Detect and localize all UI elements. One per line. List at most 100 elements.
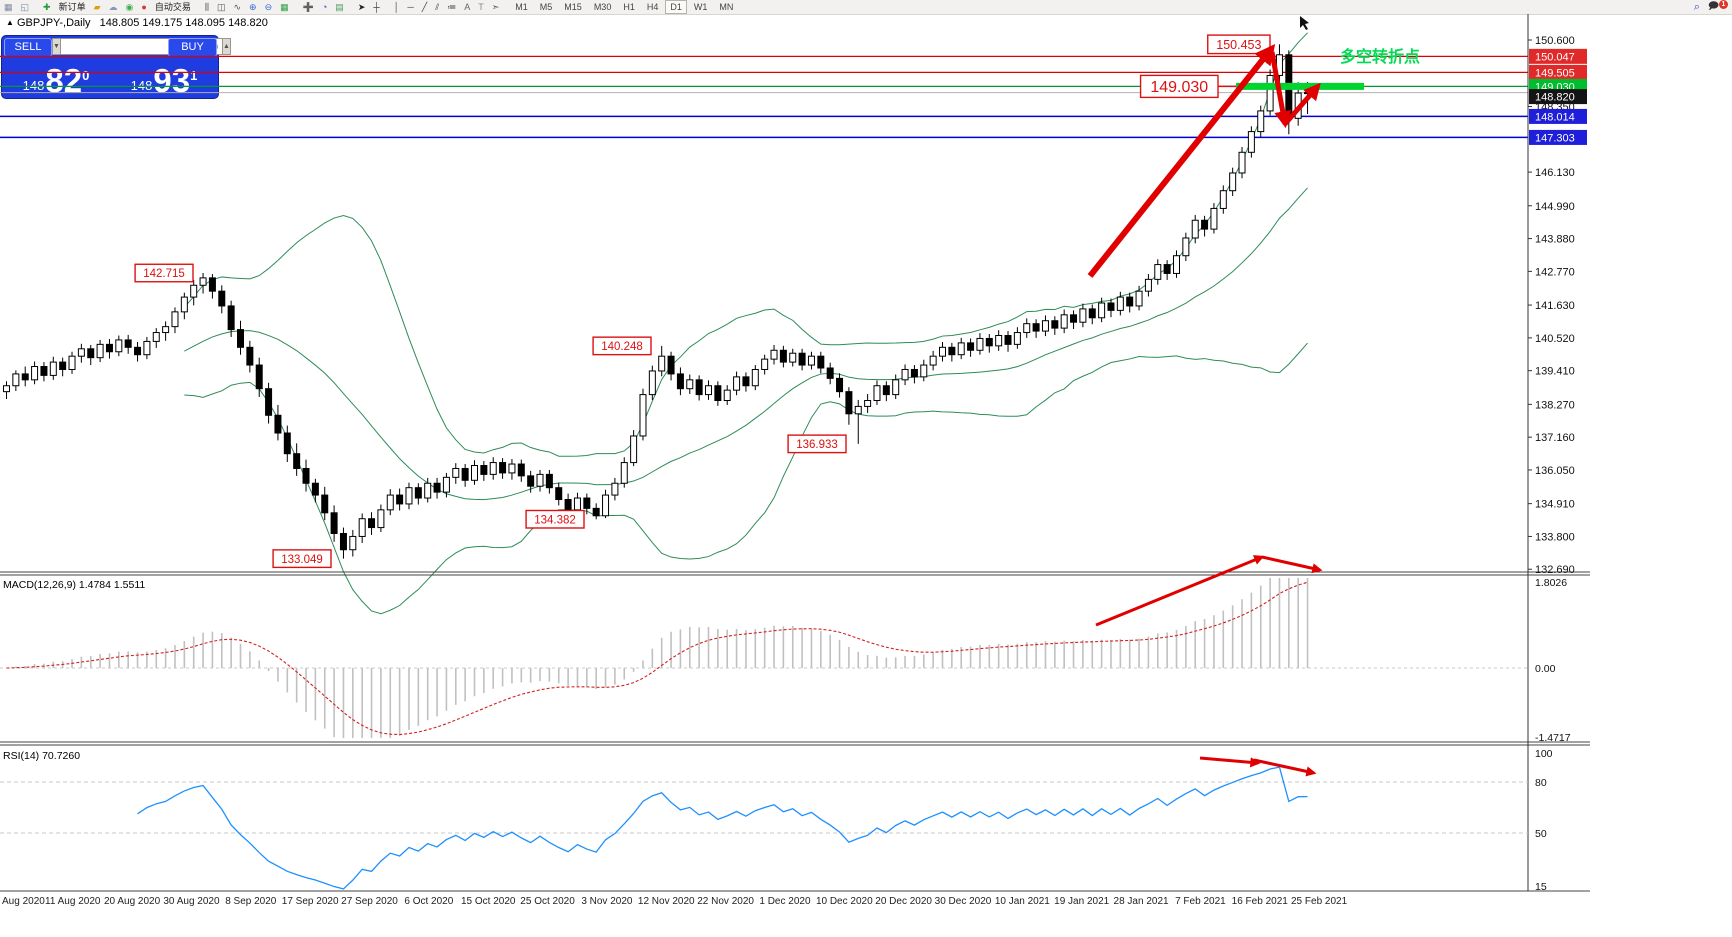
- candle-body: [1238, 151, 1246, 174]
- price-callout-box[interactable]: [134, 263, 194, 283]
- trend-arrow[interactable]: [1269, 51, 1292, 129]
- panel-separators[interactable]: [0, 571, 1590, 892]
- pivot-point-annotation[interactable]: 多空转折点: [1340, 47, 1420, 66]
- buy-price-display[interactable]: 148 93 1: [112, 56, 216, 98]
- date-label: 11 Aug 2020: [45, 896, 101, 907]
- price-callout-box[interactable]: [592, 336, 652, 356]
- autotrading-icon[interactable]: ●: [141, 2, 147, 12]
- date-label: 27 Sep 2020: [341, 896, 398, 907]
- candle-body: [686, 379, 694, 390]
- volume-decrease-button[interactable]: ▼: [52, 38, 61, 55]
- cursor-icon[interactable]: ➤: [357, 2, 366, 12]
- new-order-icon[interactable]: ✚: [43, 2, 51, 12]
- trend-arrow[interactable]: [1199, 756, 1261, 768]
- panel-collapse-arrow[interactable]: ▲: [6, 18, 14, 27]
- label-icon[interactable]: T: [478, 2, 484, 12]
- vline-icon[interactable]: │: [393, 2, 400, 12]
- sell-price-display[interactable]: 148 82 0: [4, 56, 108, 98]
- ohlc-values: 148.805 149.175 148.095 148.820: [99, 17, 268, 29]
- price-callout-box[interactable]: [787, 434, 847, 454]
- trend-arrow[interactable]: [1087, 44, 1276, 278]
- candle-body: [817, 355, 825, 369]
- zoom-in-icon[interactable]: ⊕: [249, 2, 257, 12]
- timeframe-h1[interactable]: H1: [623, 2, 635, 12]
- templates-icon[interactable]: ▤: [335, 2, 344, 12]
- chart-window-icon[interactable]: ▦: [4, 2, 13, 12]
- timeframe-d1[interactable]: D1: [665, 0, 687, 14]
- zoom-window-icon[interactable]: ◱: [20, 2, 30, 12]
- line-chart-icon[interactable]: ∿: [233, 2, 242, 12]
- search-icon[interactable]: ⌕: [1693, 1, 1700, 13]
- price-tick: 138.270: [1535, 399, 1575, 411]
- candle-body: [592, 507, 600, 517]
- drawn-annotations[interactable]: 150.453 149.030 142.715 140.248 136.933 134.3…: [134, 34, 1364, 777]
- price-badge-value: 150.047: [1535, 51, 1575, 63]
- candle-body: [976, 337, 984, 351]
- new-order-label[interactable]: 新订单: [58, 2, 86, 12]
- chat-icon[interactable]: 🗩: [1707, 1, 1719, 12]
- timeframe-m15[interactable]: M15: [564, 2, 582, 12]
- candle-body: [508, 463, 516, 474]
- indicators-icon[interactable]: ➕: [302, 2, 314, 12]
- price-callout-text: 140.248: [601, 341, 643, 353]
- candle-body: [377, 509, 385, 529]
- candle-body: [761, 358, 769, 370]
- candle-body: [1088, 308, 1096, 319]
- timeframe-m5[interactable]: M5: [539, 2, 553, 12]
- timeframe-m1[interactable]: M1: [515, 2, 528, 12]
- sell-price-sup: 0: [82, 68, 90, 83]
- channel-icon[interactable]: ⫽: [435, 2, 440, 12]
- trend-arrow[interactable]: [1095, 555, 1265, 627]
- fibonacci-icon[interactable]: ≔: [447, 2, 457, 12]
- candle-body: [21, 373, 29, 381]
- candle-body: [583, 497, 591, 509]
- trendline-icon[interactable]: ╱: [421, 2, 428, 12]
- candle-body: [59, 361, 67, 370]
- sell-button[interactable]: SELL: [4, 38, 52, 57]
- volume-increase-button[interactable]: ▲: [221, 38, 231, 55]
- candle-body: [1135, 290, 1143, 307]
- candle-body: [12, 373, 20, 387]
- trend-arrow[interactable]: [1283, 82, 1321, 126]
- buy-button[interactable]: BUY: [168, 38, 217, 57]
- candle-body: [293, 453, 301, 469]
- upload-icon[interactable]: ☁: [108, 2, 118, 12]
- candle-body: [920, 364, 928, 378]
- trend-arrow[interactable]: [1261, 555, 1323, 574]
- candle-body: [1070, 314, 1078, 323]
- trend-arrow[interactable]: [1253, 758, 1317, 777]
- timeframe-mn[interactable]: MN: [719, 2, 734, 12]
- hline-icon[interactable]: ─: [407, 2, 414, 12]
- price-callout-box[interactable]: [525, 509, 585, 529]
- autotrading-label[interactable]: 自动交易: [154, 2, 191, 12]
- gold-bars-icon[interactable]: ▰: [93, 2, 101, 12]
- timeframe-w1[interactable]: W1: [693, 2, 708, 12]
- bar-chart-icon[interactable]: ⫼: [204, 2, 209, 12]
- candle-body: [115, 339, 123, 353]
- period-clock-icon[interactable]: ◔: [321, 2, 328, 12]
- price-callout-box[interactable]: [1139, 74, 1219, 99]
- candle-body: [1023, 323, 1031, 334]
- candle-body: [499, 462, 507, 474]
- timeframe-m30[interactable]: M30: [593, 2, 612, 12]
- timeframe-h4[interactable]: H4: [646, 2, 659, 12]
- candle-body: [658, 355, 666, 372]
- candle-body: [180, 296, 188, 313]
- candle-body: [49, 361, 57, 376]
- crosshair-icon[interactable]: ┼: [373, 2, 380, 12]
- bb-lower: [184, 342, 1308, 615]
- macd-axis-tick: 0.00: [1535, 663, 1556, 675]
- candle-body: [630, 435, 638, 464]
- zoom-out-icon[interactable]: ⊖: [264, 2, 273, 12]
- candle-chart-icon[interactable]: ◫: [216, 2, 226, 12]
- signal-icon[interactable]: ◉: [125, 2, 134, 12]
- candle-body: [40, 366, 48, 376]
- date-label: 12 Nov 2020: [638, 896, 695, 907]
- candle-body: [471, 465, 478, 481]
- pivot-green-bar[interactable]: [1236, 82, 1364, 90]
- price-callout-box[interactable]: [272, 549, 332, 569]
- text-icon[interactable]: A: [464, 2, 471, 12]
- arrows-icon[interactable]: ➣: [491, 2, 500, 12]
- tile-windows-icon[interactable]: ▦: [280, 2, 289, 12]
